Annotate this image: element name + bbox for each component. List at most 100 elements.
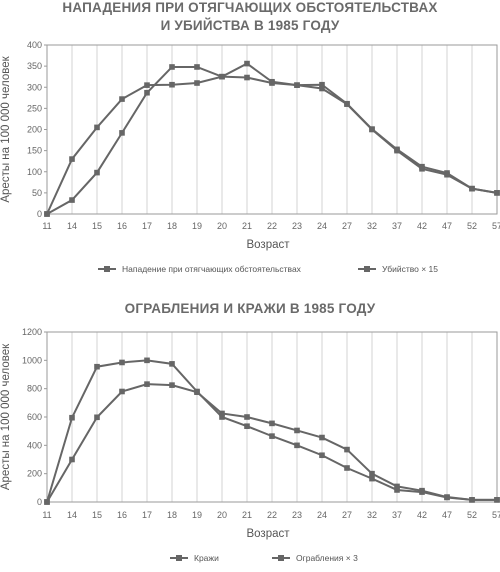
legend-item: Убийство × 15 <box>358 264 438 274</box>
chart-2: ОГРАБЛЕНИЯ И КРАЖИ В 1985 ГОДУ 0 200 400 600… <box>0 301 500 563</box>
x-tick-label: 27 <box>342 221 352 231</box>
y-axis-label: Аресты на 100 000 человек <box>0 55 12 202</box>
x-tick-label: 37 <box>392 221 402 231</box>
data-point-marker <box>419 487 425 494</box>
x-tick-label: 18 <box>167 510 177 520</box>
y-tick-label: 300 <box>27 82 42 92</box>
y-tick-label: 250 <box>27 103 42 113</box>
data-point-marker <box>494 190 500 196</box>
x-tick-label: 47 <box>442 221 452 231</box>
data-point-marker <box>469 185 475 192</box>
x-tick-label: 16 <box>117 221 127 231</box>
data-point-marker <box>269 78 275 85</box>
x-tick-label: 52 <box>467 221 477 231</box>
data-point-marker <box>244 423 250 430</box>
data-point-marker <box>469 497 475 503</box>
data-point-marker <box>319 434 325 441</box>
x-tick-label: 11 <box>42 221 51 231</box>
data-point-marker <box>169 382 175 388</box>
data-point-marker <box>119 96 125 102</box>
data-point-marker <box>169 361 175 367</box>
data-point-marker <box>44 499 50 505</box>
x-tick-label: 57 <box>492 221 500 231</box>
data-point-marker <box>244 414 250 420</box>
data-point-marker <box>294 427 300 434</box>
x-tick-label: 32 <box>367 221 377 231</box>
data-point-marker <box>144 357 150 364</box>
x-tick-label: 27 <box>342 510 352 520</box>
x-tick-label: 19 <box>192 510 202 520</box>
x-tick-label: 52 <box>467 510 477 520</box>
data-point-marker <box>119 388 125 395</box>
data-point-marker <box>444 494 450 500</box>
x-tick-label: 20 <box>217 510 227 520</box>
y-tick-label: 1000 <box>22 355 42 365</box>
data-point-marker <box>319 81 325 88</box>
data-point-marker <box>69 414 75 421</box>
data-point-marker <box>69 456 75 463</box>
data-point-marker <box>494 497 500 503</box>
legend-marker <box>104 266 110 272</box>
y-tick-label: 0 <box>37 209 42 219</box>
data-point-marker <box>344 446 350 453</box>
x-tick-label: 24 <box>317 221 327 231</box>
series-2 <box>44 60 500 217</box>
x-tick-label: 15 <box>92 510 102 520</box>
data-point-marker <box>44 211 50 217</box>
data-point-marker <box>244 74 250 81</box>
data-point-marker <box>94 169 100 176</box>
legend-label: Нападение при отягчающих обстоятельствах <box>122 264 302 274</box>
y-tick-label: 350 <box>27 61 42 71</box>
data-point-marker <box>269 420 275 427</box>
x-tick-label: 21 <box>242 221 252 231</box>
data-point-marker <box>369 126 375 132</box>
x-tick-label: 22 <box>267 221 277 231</box>
x-tick-label: 47 <box>442 510 452 520</box>
legend-item: Ограбления × 3 <box>272 553 358 563</box>
y-tick-label: 600 <box>27 412 42 422</box>
data-point-marker <box>219 410 225 417</box>
x-tick-label: 14 <box>67 221 77 231</box>
data-point-marker <box>394 487 400 493</box>
legend-item: Кражи <box>170 553 219 563</box>
legend-marker <box>364 266 370 272</box>
data-point-marker <box>344 465 350 471</box>
legend-marker <box>176 555 182 561</box>
x-tick-label: 19 <box>192 221 202 231</box>
legend-marker <box>278 555 284 561</box>
data-point-marker <box>269 433 275 439</box>
x-tick-label: 42 <box>417 510 427 520</box>
data-point-marker <box>69 156 75 162</box>
y-axis-label: Аресты на 100 000 человек <box>0 343 12 490</box>
data-point-marker <box>444 170 450 176</box>
x-tick-label: 32 <box>367 510 377 520</box>
chart-title-line: ОГРАБЛЕНИЯ И КРАЖИ В 1985 ГОДУ <box>125 301 376 316</box>
data-point-marker <box>94 363 100 370</box>
y-tick-label: 200 <box>27 125 42 135</box>
legend-label: Кражи <box>194 553 219 563</box>
data-point-marker <box>119 130 125 136</box>
x-tick-label: 15 <box>92 221 102 231</box>
x-tick-label: 17 <box>142 221 152 231</box>
chart-1: НАПАДЕНИЯ ПРИ ОТЯГЧАЮЩИХ ОБСТОЯТЕЛЬСТВАХ… <box>0 0 500 274</box>
data-point-marker <box>169 64 175 70</box>
data-point-marker <box>94 414 100 421</box>
data-point-marker <box>219 414 225 420</box>
data-point-marker <box>419 163 425 170</box>
y-tick-label: 800 <box>27 384 42 394</box>
chart-title-line: НАПАДЕНИЯ ПРИ ОТЯГЧАЮЩИХ ОБСТОЯТЕЛЬСТВАХ <box>62 0 437 15</box>
series-2 <box>44 381 500 505</box>
data-point-marker <box>394 483 400 490</box>
x-tick-label: 11 <box>42 510 51 520</box>
data-point-marker <box>294 442 300 449</box>
y-tick-label: 1200 <box>22 327 42 337</box>
data-point-marker <box>369 475 375 482</box>
y-tick-label: 400 <box>27 440 42 450</box>
data-point-marker <box>194 64 200 70</box>
data-point-marker <box>94 124 100 131</box>
x-tick-label: 21 <box>242 510 252 520</box>
x-tick-label: 57 <box>492 510 500 520</box>
y-tick-label: 100 <box>27 167 42 177</box>
y-tick-label: 0 <box>37 497 42 507</box>
